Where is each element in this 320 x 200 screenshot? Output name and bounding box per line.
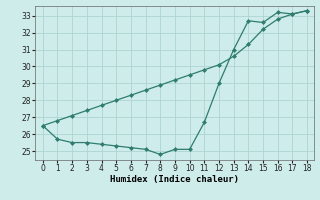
X-axis label: Humidex (Indice chaleur): Humidex (Indice chaleur) xyxy=(110,175,239,184)
